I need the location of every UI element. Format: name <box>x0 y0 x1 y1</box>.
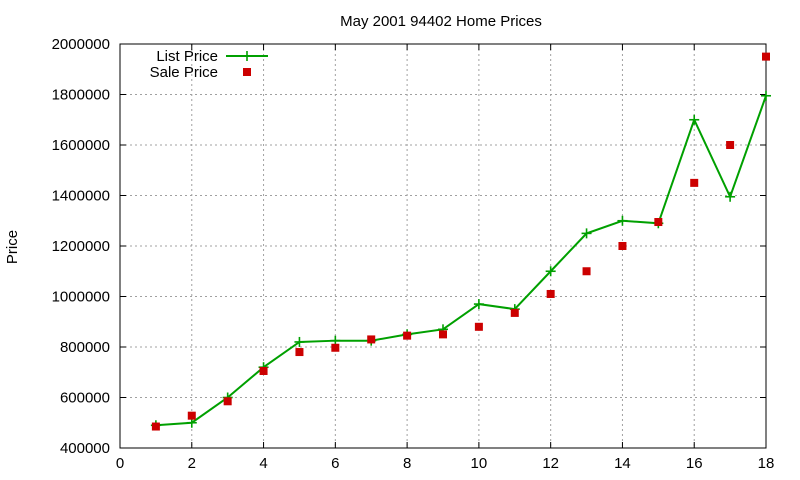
y-tick-label: 600000 <box>60 390 110 407</box>
x-tick-label: 0 <box>116 455 124 472</box>
x-tick-label: 16 <box>686 455 703 472</box>
data-point <box>725 191 736 202</box>
data-point <box>690 178 699 187</box>
data-point <box>581 228 592 239</box>
y-tick-label: 1800000 <box>52 87 110 104</box>
x-tick-label: 2 <box>188 455 196 472</box>
y-tick-label: 1000000 <box>52 289 110 306</box>
plot-frame <box>119 43 767 449</box>
y-tick-label: 1400000 <box>52 188 110 205</box>
data-point <box>689 114 700 125</box>
data-point <box>151 422 160 431</box>
data-point <box>223 397 232 406</box>
x-tick-label: 4 <box>259 455 267 472</box>
data-point <box>474 322 483 331</box>
x-tick-label: 18 <box>758 455 775 472</box>
axis-ticks: 400000 600000 800000 1000000 1200000 1400000 1… <box>52 36 775 472</box>
x-tick-label: 10 <box>471 455 488 472</box>
data-point <box>582 267 591 276</box>
data-point <box>295 348 304 357</box>
data-point <box>187 411 196 420</box>
data-point <box>259 366 268 375</box>
data-point <box>618 242 627 250</box>
x-tick-label: 14 <box>614 455 631 472</box>
data-point <box>546 289 555 298</box>
y-tick-label: 800000 <box>60 339 110 356</box>
y-tick-label: 1200000 <box>52 238 110 255</box>
series-sale-price <box>151 52 770 431</box>
data-point <box>403 331 412 340</box>
legend-label: Sale Price <box>150 64 218 81</box>
y-tick-label: 2000000 <box>52 36 110 53</box>
series-line <box>155 95 767 427</box>
y-axis-label: Price <box>4 230 21 264</box>
x-tick-label: 12 <box>542 455 559 472</box>
x-tick-label: 8 <box>403 455 411 472</box>
y-tick-label: 1600000 <box>52 137 110 154</box>
grid <box>120 44 766 448</box>
data-point <box>473 299 484 310</box>
data-point <box>761 90 771 101</box>
data-point <box>294 336 305 347</box>
data-point <box>545 266 556 277</box>
data-point <box>331 343 340 352</box>
data-point <box>762 52 770 61</box>
data-point <box>654 218 663 227</box>
data-point <box>726 141 735 149</box>
legend-cross-swatch <box>242 51 252 61</box>
legend-label: List Price <box>156 48 218 65</box>
x-tick-label: 6 <box>331 455 339 472</box>
data-point <box>439 330 447 339</box>
chart-title: May 2001 94402 Home Prices <box>340 13 542 30</box>
y-tick-label: 400000 <box>60 440 110 457</box>
legend-square-swatch <box>243 68 251 76</box>
series-list-price <box>150 90 771 431</box>
data-point <box>510 308 519 317</box>
series-group <box>150 52 771 431</box>
data-point <box>617 215 628 226</box>
data-point <box>367 335 376 344</box>
